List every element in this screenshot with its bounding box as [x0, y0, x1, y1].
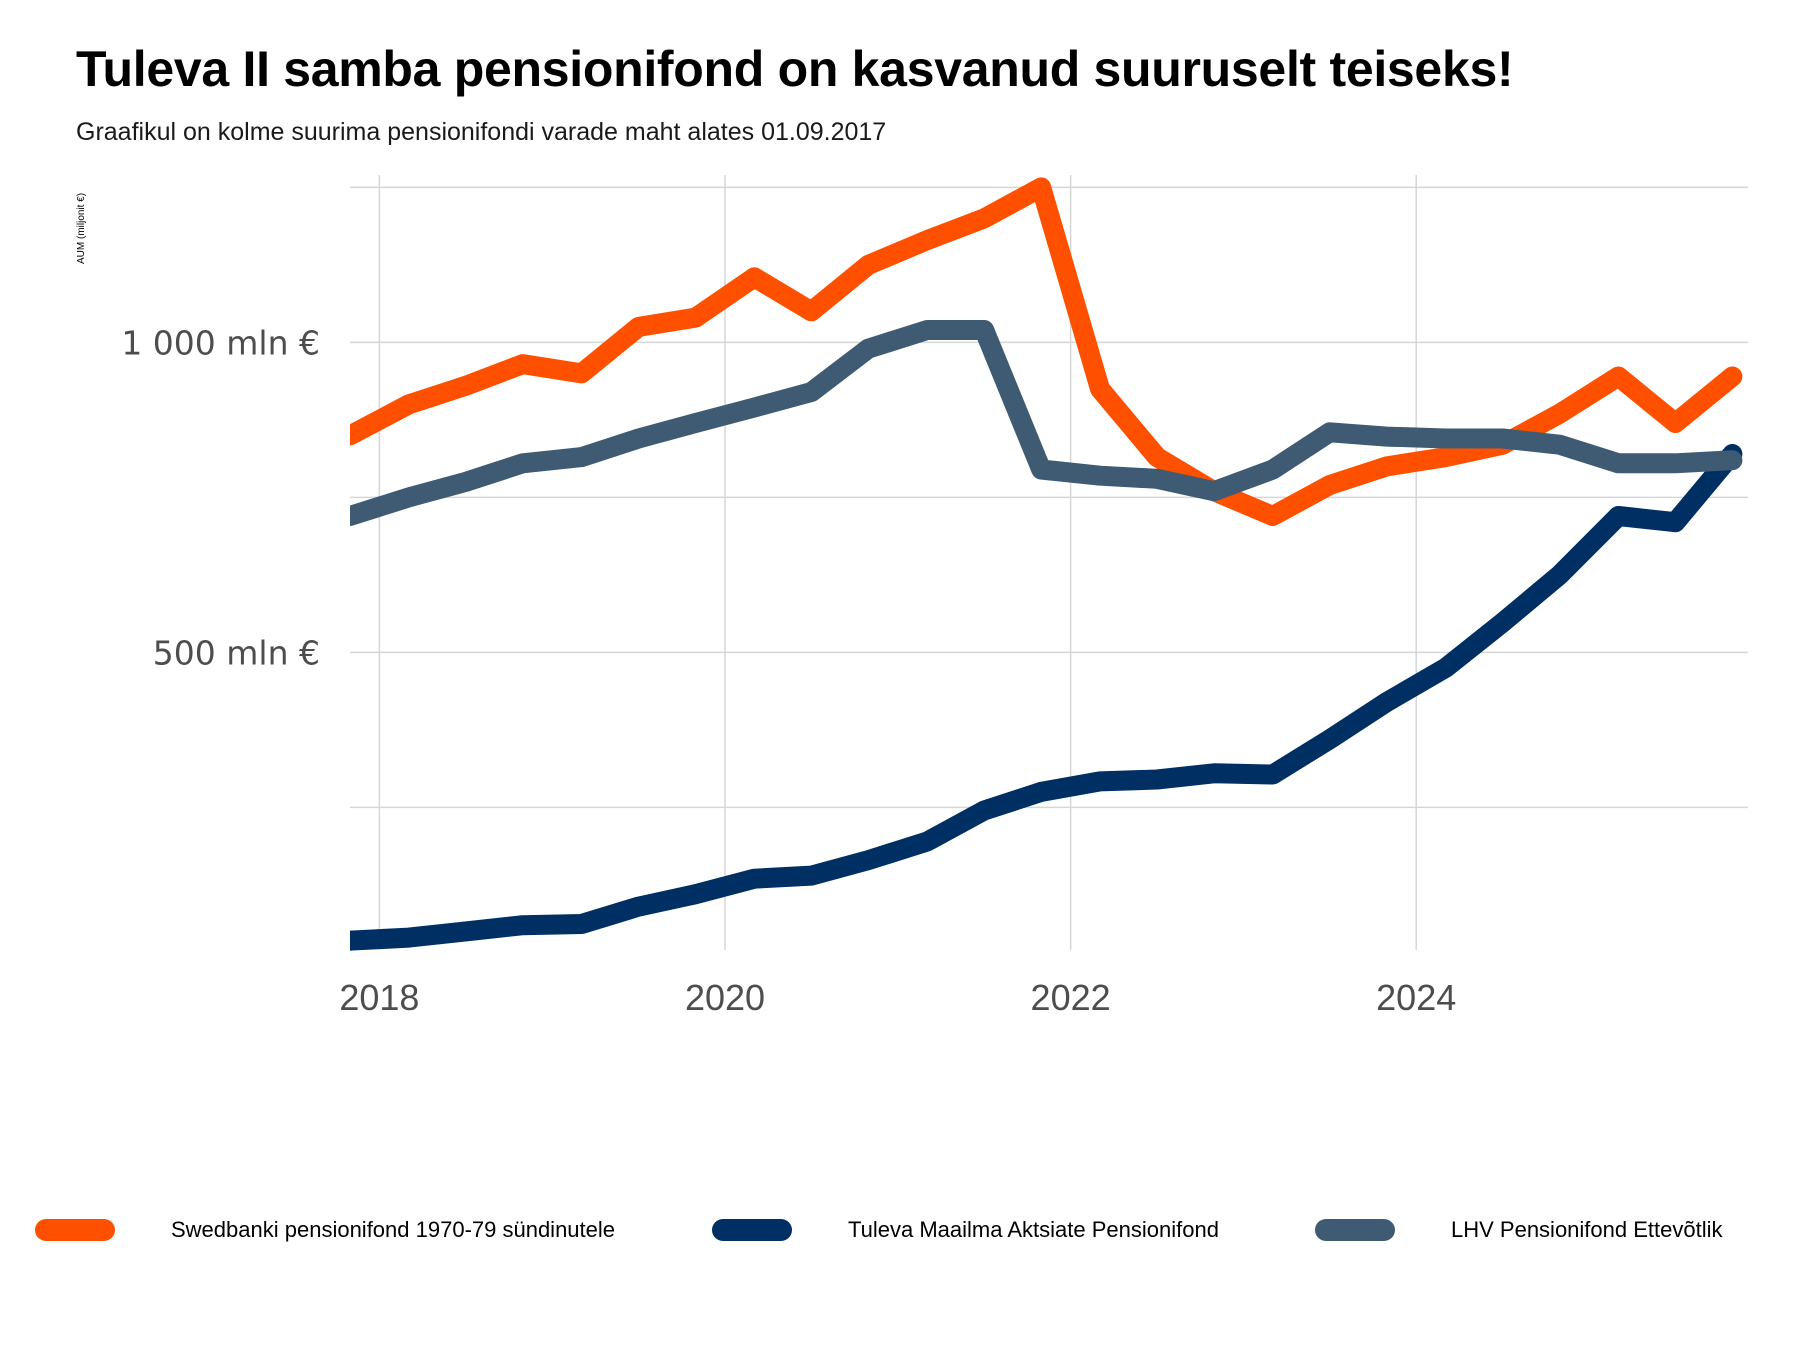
grid-layer [350, 175, 1748, 950]
legend-item: LHV Pensionifond Ettevõtlik [1315, 1210, 1723, 1250]
series-layer [350, 177, 1743, 951]
chart-title: Tuleva II samba pensionifond on kasvanud… [76, 41, 1514, 97]
series-line-1 [350, 444, 1743, 951]
legend-item: Swedbanki pensionifond 1970-79 sündinute… [35, 1210, 615, 1250]
legend-label: Swedbanki pensionifond 1970-79 sündinute… [171, 1217, 616, 1242]
y-axis-label: AUM (miljonit €) [76, 193, 87, 264]
label-layer: 500 mln € 1 000 mln € 2018 2020 2022 2024 [121, 323, 1456, 1018]
legend-item: Tuleva Maailma Aktsiate Pensionifond [712, 1210, 1219, 1250]
x-tick-label: 2018 [339, 977, 419, 1018]
legend-swatch [712, 1219, 792, 1241]
y-tick-label: 500 mln € [153, 633, 320, 672]
x-tick-label: 2022 [1031, 977, 1111, 1018]
series-line-2 [350, 320, 1743, 526]
legend: Swedbanki pensionifond 1970-79 sündinute… [0, 1210, 1800, 1250]
line-chart: 500 mln € 1 000 mln € 2018 2020 2022 2024 AUM… [76, 175, 1748, 1018]
legend-label: Tuleva Maailma Aktsiate Pensionifond [848, 1217, 1219, 1242]
legend-swatch [1315, 1219, 1395, 1241]
x-tick-label: 2024 [1376, 977, 1456, 1018]
legend-swatch [35, 1219, 115, 1241]
chart-subtitle: Graafikul on kolme suurima pensionifondi… [76, 118, 887, 146]
x-tick-label: 2020 [685, 977, 765, 1018]
y-tick-label: 1 000 mln € [121, 323, 320, 362]
legend-label: LHV Pensionifond Ettevõtlik [1451, 1217, 1723, 1242]
